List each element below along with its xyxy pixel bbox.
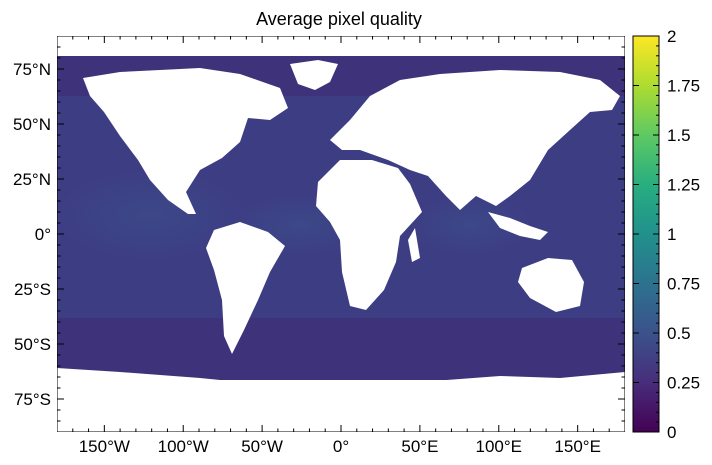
x-tick-label: 100°E xyxy=(476,437,523,456)
colorbar-tick-label: 1.75 xyxy=(667,77,700,96)
colorbar-axis: 0 0.25 0.5 0.75 1 1.25 1.5 1.75 2 xyxy=(633,27,700,442)
x-tick-label: 50°W xyxy=(241,437,283,456)
south-america xyxy=(206,222,285,354)
y-tick-label: 25°S xyxy=(14,280,51,299)
y-tick-label: 25°N xyxy=(13,170,51,189)
y-axis: 75°N 50°N 25°N 0° 25°S 50°S 75°S xyxy=(13,46,625,422)
chart-title: Average pixel quality xyxy=(256,9,422,29)
eurasia xyxy=(330,70,620,210)
antarctica-no-data xyxy=(57,368,625,432)
maritime-southeast-asia xyxy=(488,212,548,240)
y-tick-label: 75°N xyxy=(13,60,51,79)
x-tick-label: 50°E xyxy=(401,437,438,456)
x-tick-label: 150°E xyxy=(554,437,601,456)
southern-ocean-band xyxy=(57,318,625,380)
x-tick-label: 100°W xyxy=(158,437,209,456)
x-tick-label: 0° xyxy=(333,437,349,456)
x-axis: 150°W 100°W 50°W 0° 50°E 100°E 150°E xyxy=(72,36,610,456)
greenland xyxy=(290,60,338,90)
x-tick-label: 150°W xyxy=(79,437,130,456)
map-plot-area xyxy=(57,36,625,432)
pacific-bright-band xyxy=(57,170,245,260)
australia xyxy=(518,258,584,312)
africa xyxy=(316,160,422,310)
y-tick-label: 75°S xyxy=(14,390,51,409)
colorbar-tick-label: 1.25 xyxy=(667,176,700,195)
y-tick-label: 50°S xyxy=(14,335,51,354)
madagascar xyxy=(408,228,420,262)
y-tick-label: 50°N xyxy=(13,115,51,134)
indian-bright-band xyxy=(410,195,530,255)
colorbar-tick-label: 0.75 xyxy=(667,275,700,294)
colorbar-tick-label: 0.25 xyxy=(667,374,700,393)
colorbar-tick-label: 1 xyxy=(667,225,676,244)
north-america xyxy=(83,68,288,214)
colorbar-tick-label: 1.5 xyxy=(667,126,691,145)
colorbar-tick-label: 0 xyxy=(667,423,676,442)
y-tick-label: 0° xyxy=(35,225,51,244)
colorbar-tick-label: 2 xyxy=(667,27,676,46)
colorbar-tick-label: 0.5 xyxy=(667,324,691,343)
arctic-no-data xyxy=(57,38,625,56)
